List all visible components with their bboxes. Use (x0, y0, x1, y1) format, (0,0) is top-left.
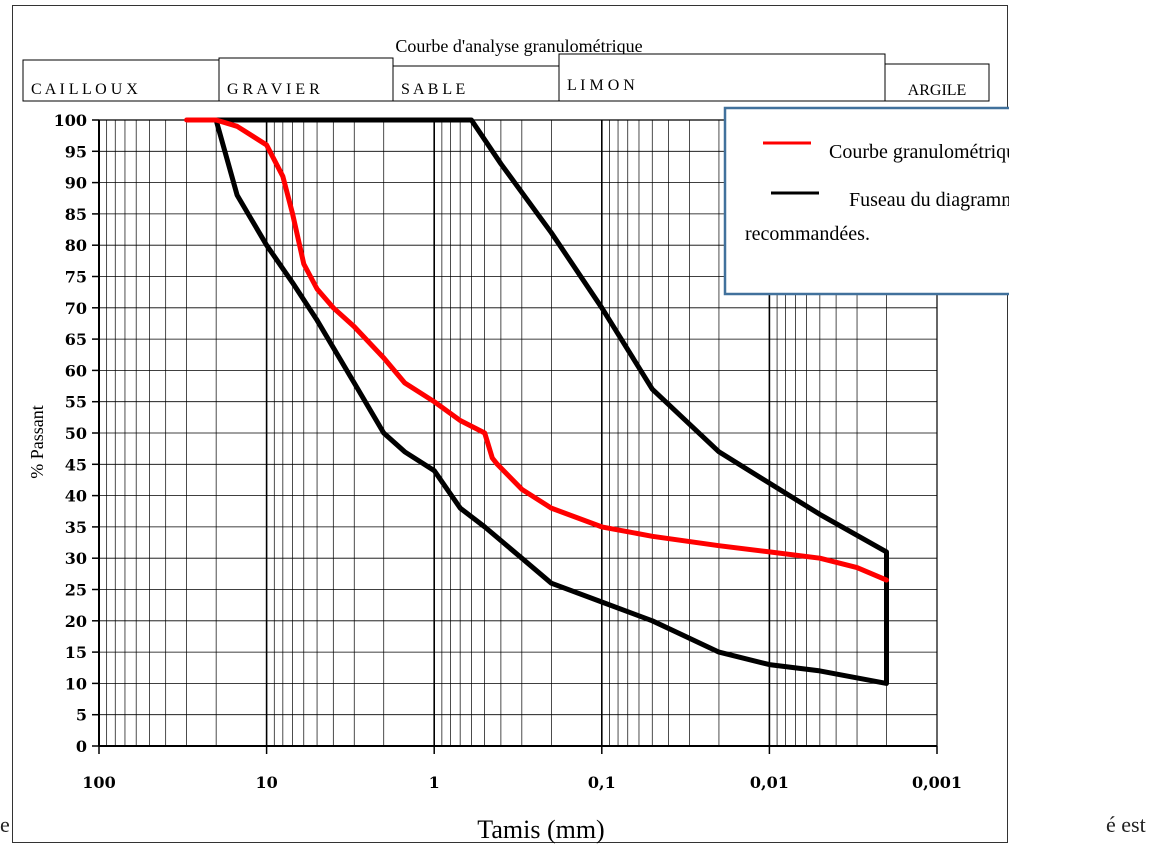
legend-entry-envelope: Fuseau du diagramme des terres recommand… (745, 189, 1009, 245)
soil-class-box (218, 57, 394, 102)
soil-class-label: G R A V I E R (227, 81, 320, 98)
y-tick-label: 40 (65, 487, 87, 506)
axes: 0510152025303540455055606570758085909510… (54, 111, 962, 792)
y-axis-label: % Passant (27, 405, 47, 479)
y-tick-label: 100 (54, 111, 87, 130)
legend-box (723, 106, 1009, 296)
soil-class-box (884, 63, 990, 102)
y-tick-label: 65 (65, 330, 87, 349)
trailing-text-right: é est (1106, 812, 1146, 837)
y-tick-label: 45 (65, 455, 87, 474)
x-tick-label: 0,01 (750, 773, 789, 792)
y-tick-label: 35 (65, 518, 87, 537)
soil-class-label: C A I L L O U X (31, 81, 138, 98)
x-tick-label: 0,001 (912, 773, 962, 792)
soil-class-label: S A B L E (401, 81, 465, 98)
soil-class-box (392, 65, 560, 102)
y-tick-label: 90 (65, 174, 87, 193)
soil-class-box (22, 59, 230, 102)
y-tick-label: 10 (65, 674, 87, 693)
chart-title: Courbe d'analyse granulométrique (395, 36, 642, 56)
y-tick-label: 80 (65, 236, 87, 255)
y-tick-label: 25 (65, 581, 87, 600)
y-tick-label: 15 (65, 643, 87, 662)
y-tick-label: 20 (65, 612, 87, 631)
y-tick-label: 75 (65, 268, 87, 287)
legend: Courbe granulométrique. Fuseau du diagra… (723, 106, 1009, 296)
y-tick-label: 55 (65, 393, 87, 412)
y-tick-label: 0 (76, 737, 87, 756)
soil-class-label: L I M O N (567, 77, 635, 94)
chart-frame: Courbe d'analyse granulométrique C A I L… (12, 5, 1009, 844)
soil-class-box (558, 53, 886, 102)
x-tick-label: 0,1 (588, 773, 616, 792)
trailing-text-left: e (0, 812, 10, 837)
x-tick-label: 100 (82, 773, 115, 792)
x-tick-label: 10 (255, 773, 277, 792)
granulometry-chart: Courbe d'analyse granulométrique C A I L… (22, 36, 1009, 844)
series-layer (184, 117, 889, 686)
x-axis-label: Tamis (mm) (477, 815, 604, 844)
y-tick-label: 5 (76, 706, 87, 725)
y-tick-label: 85 (65, 205, 87, 224)
y-tick-label: 70 (65, 299, 87, 318)
y-tick-label: 30 (65, 549, 87, 568)
y-tick-label: 50 (65, 424, 87, 443)
series-line-granulometric-curve (184, 117, 889, 583)
x-tick-label: 1 (429, 773, 440, 792)
soil-class-label: ARGILE (908, 82, 967, 99)
y-tick-label: 60 (65, 361, 87, 380)
legend-entry-curve: Courbe granulométrique. (829, 141, 1009, 163)
series-line-envelope (213, 117, 889, 686)
y-tick-label: 95 (65, 142, 87, 161)
